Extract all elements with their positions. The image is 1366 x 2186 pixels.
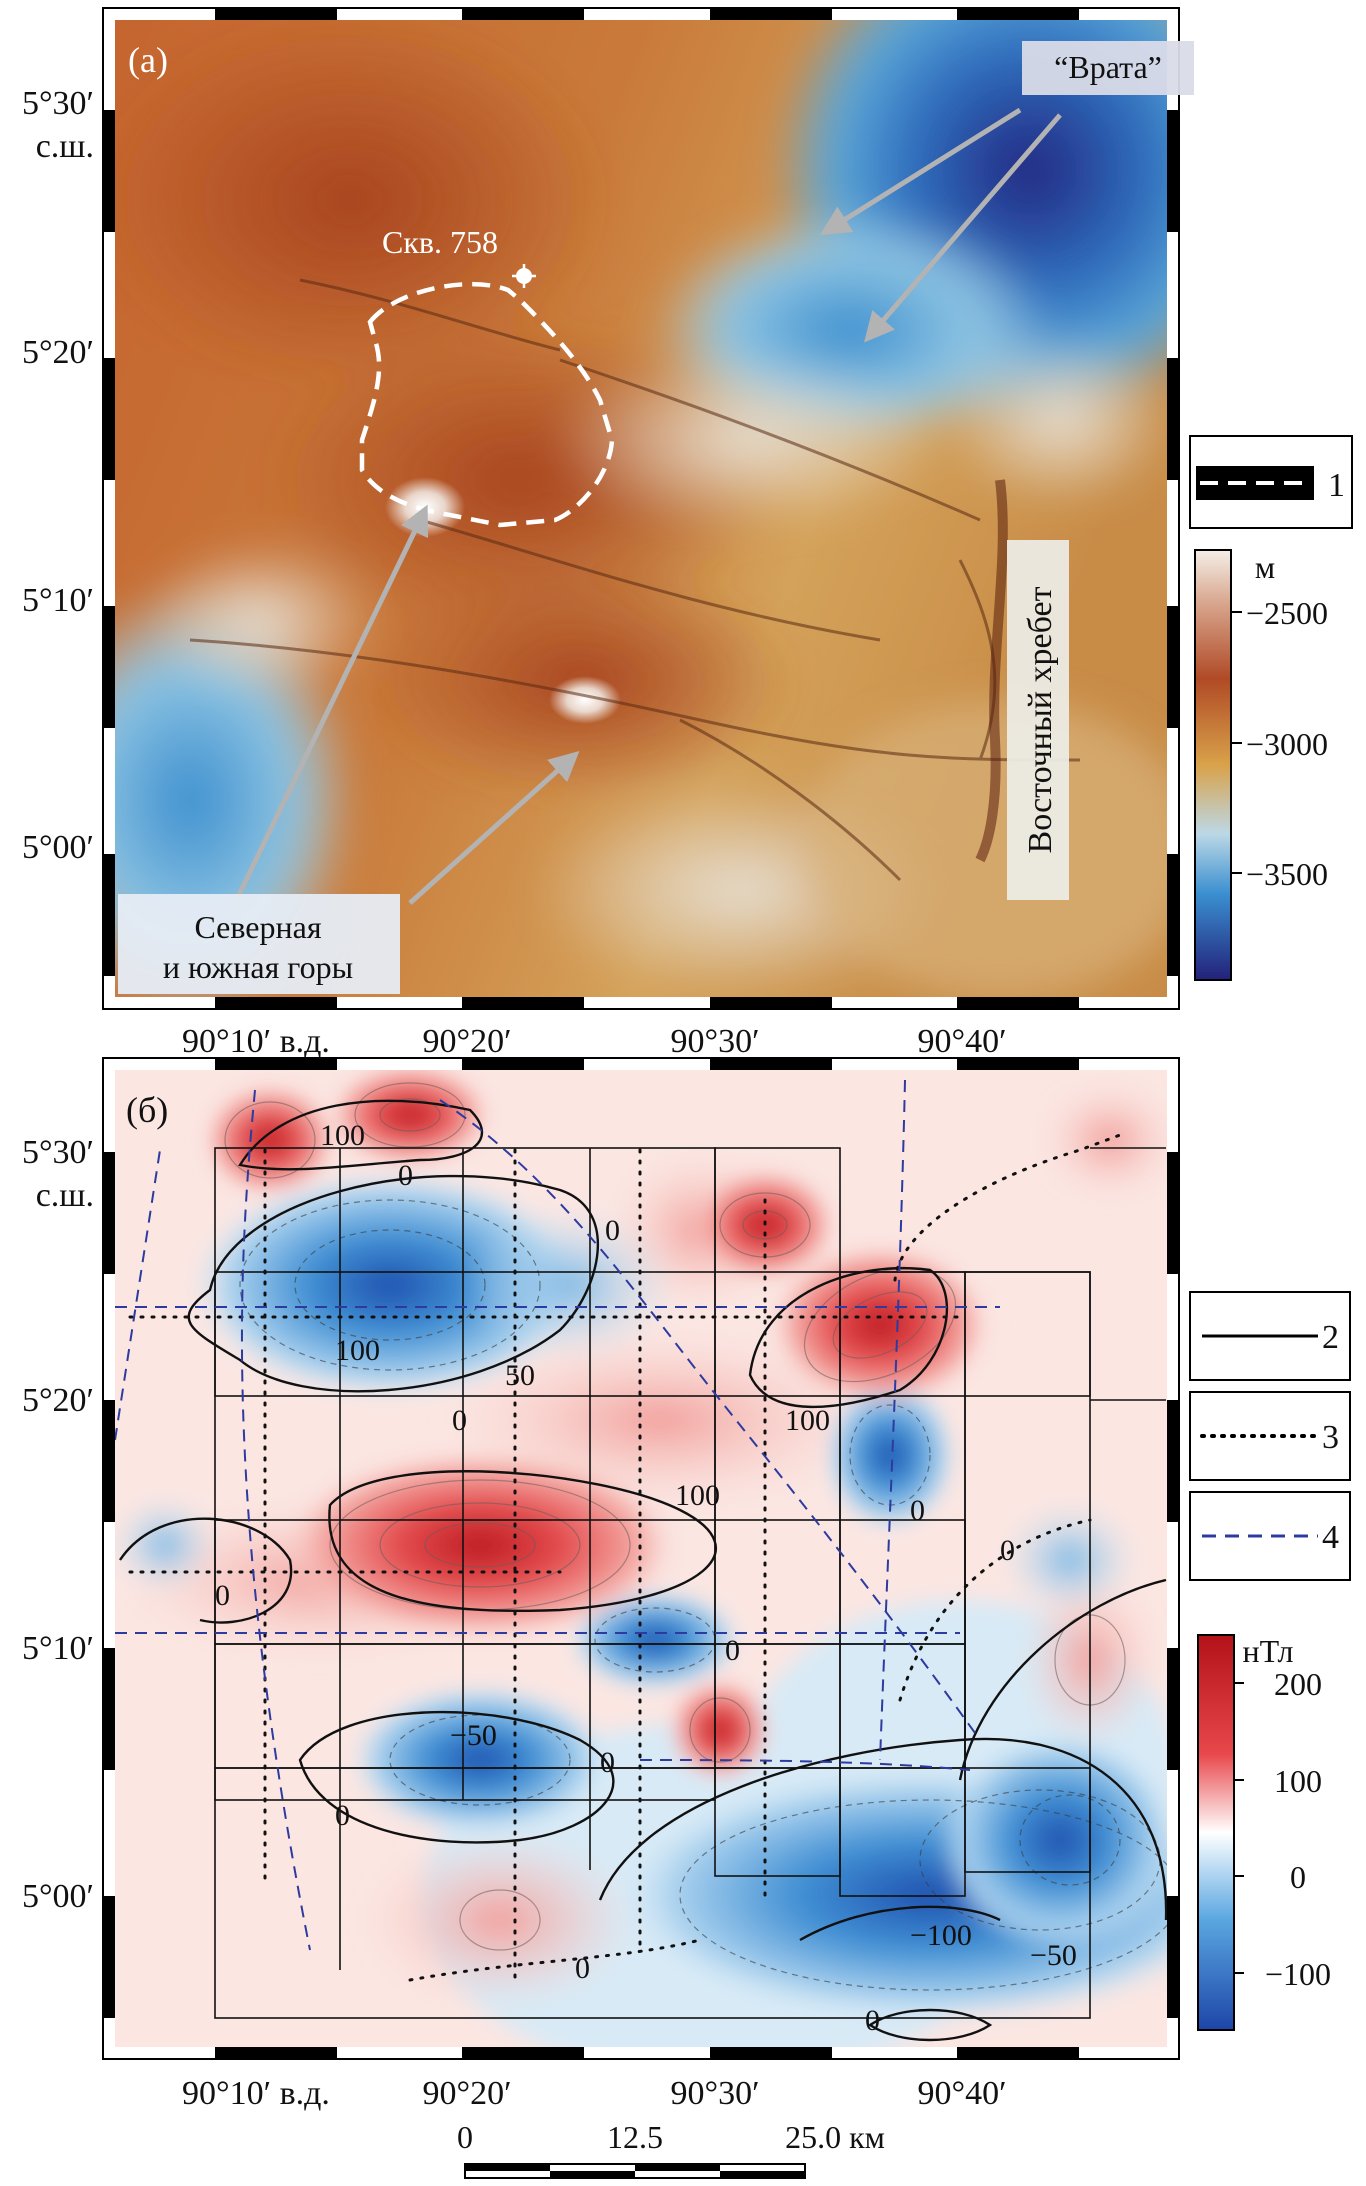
contour-label-17: 0 [575, 1952, 590, 1985]
contour-label-6: 100 [675, 1479, 720, 1512]
ridge-label: Восточный хребет [1022, 586, 1059, 853]
panel-b-label: (б) [126, 1090, 168, 1130]
scale-label-2: 25.0 км [785, 2119, 885, 2155]
colorbar-a-tick-1: −3000 [1246, 726, 1328, 762]
south-seamount [549, 676, 621, 724]
lon-label-a-3: 90°40′ [917, 1023, 1006, 1060]
survey-grid [214, 1147, 1166, 2019]
north-seamount [385, 477, 465, 537]
lon-label-b-2: 90°30′ [670, 2075, 759, 2112]
legend-item-4: 4 [1189, 1491, 1351, 1581]
contour-label-16: −50 [1030, 1939, 1077, 1972]
major-contours [119, 1099, 1167, 2042]
panel-a-lon-labels: 90°10′ в.д. 90°20′ 90°30′ 90°40′ [182, 1023, 1006, 1060]
contour-label-0: 100 [320, 1119, 365, 1152]
well-label: Скв. 758 [382, 224, 498, 260]
contour-label-3: 50 [505, 1359, 535, 1392]
contour-label-7: 0 [605, 1214, 620, 1247]
contour-label-4: 0 [452, 1404, 467, 1437]
panel-a-lat-labels: 5°30′ с.ш. 5°20′ 5°10′ 5°00′ [22, 85, 94, 866]
gates-label: “Врата” [1054, 49, 1162, 85]
contour-label-10: 0 [215, 1579, 230, 1612]
lat-label-a-3: 5°10′ [22, 582, 94, 619]
lat-label-b-0: 5°30′ [22, 1134, 94, 1171]
lon-label-a-2: 90°30′ [670, 1023, 759, 1060]
lat-label-b-3: 5°10′ [22, 1630, 94, 1667]
panel-a: “Врата” Скв. 758 Северная и южная горы В… [22, 7, 1353, 1060]
contour-labels: 100 0 100 50 0 100 100 0 0 0 0 0 −50 0 0… [215, 1119, 1077, 2037]
lat-label-a-2: 5°20′ [22, 334, 94, 371]
ridge-escarpment [975, 479, 1008, 863]
ridge-label-group: Восточный хребет [1007, 540, 1069, 900]
dotted-tracks [128, 1133, 1122, 1982]
contour-label-8: 0 [910, 1494, 925, 1527]
relief-lineations [189, 278, 1081, 882]
magnetic-anomaly-map [115, 1070, 1167, 2047]
panel-b: 100 0 100 50 0 100 100 0 0 0 0 0 −50 0 0… [22, 1057, 1351, 2112]
mountains-label-line1: Северная [194, 909, 321, 945]
bathymetry-map [115, 20, 1167, 997]
mountains-label-line2: и южная горы [163, 949, 353, 985]
lon-label-a-1: 90°20′ [422, 1023, 511, 1060]
colorbar-b: нТл 200 100 0 −100 [1197, 1633, 1331, 2031]
lon-label-a-0: 90°10′ в.д. [182, 1023, 330, 1060]
colorbar-b-tick-0: 200 [1274, 1666, 1322, 1702]
contour-label-15: −100 [910, 1919, 972, 1952]
lat-label-a-1: с.ш. [36, 128, 94, 165]
legend-item-2: 2 [1189, 1291, 1351, 1381]
contour-label-2: 100 [335, 1334, 380, 1367]
contour-label-12: −50 [450, 1719, 497, 1752]
colorbar-b-unit: нТл [1242, 1633, 1293, 1669]
colorbar-a: м −2500 −3000 −3500 [1194, 549, 1328, 981]
lon-label-b-1: 90°20′ [422, 2075, 511, 2112]
legend-item-2-label: 2 [1322, 1319, 1339, 1356]
colorbar-b-tick-1: 100 [1274, 1763, 1322, 1799]
scale-bar: 0 12.5 25.0 км [457, 2119, 885, 2179]
contour-label-1: 0 [398, 1159, 413, 1192]
contour-label-18: 0 [865, 2004, 880, 2037]
panel-b-lon-labels: 90°10′ в.д. 90°20′ 90°30′ 90°40′ [182, 2075, 1006, 2112]
survey-area-outline [359, 281, 615, 528]
panel-b-lat-labels: 5°30′ с.ш. 5°20′ 5°10′ 5°00′ [22, 1134, 94, 1915]
lat-label-b-2: 5°20′ [22, 1382, 94, 1419]
contour-label-13: 0 [600, 1746, 615, 1779]
panel-a-label: (а) [128, 40, 168, 80]
legend-item-1: 1 [1189, 435, 1353, 529]
contour-label-14: 0 [335, 1799, 350, 1832]
colorbar-b-tick-3: −100 [1265, 1956, 1331, 1992]
colorbar-b-tick-2: 0 [1290, 1859, 1306, 1895]
lat-label-b-1: с.ш. [36, 1177, 94, 1214]
mountains-label-box [118, 894, 400, 994]
legend-item-3-label: 3 [1322, 1419, 1339, 1456]
annotation-arrows [232, 107, 1062, 905]
colorbar-a-tick-2: −3500 [1246, 856, 1328, 892]
legend-item-3: 3 [1189, 1391, 1351, 1481]
lat-label-a-4: 5°00′ [22, 829, 94, 866]
lon-label-b-0: 90°10′ в.д. [182, 2075, 330, 2112]
gates-label-box [1022, 41, 1194, 95]
legend-item-1-label: 1 [1328, 467, 1345, 504]
colorbar-a-tick-0: −2500 [1246, 595, 1328, 631]
legend-item-4-label: 4 [1322, 1519, 1339, 1556]
blue-dashed-lines [115, 1079, 1000, 1951]
lat-label-a-0: 5°30′ [22, 85, 94, 122]
lon-label-b-3: 90°40′ [917, 2075, 1006, 2112]
scale-label-1: 12.5 [607, 2119, 663, 2155]
scale-label-0: 0 [457, 2119, 473, 2155]
well-marker [512, 264, 536, 288]
colorbar-a-unit: м [1255, 549, 1275, 585]
lat-label-b-4: 5°00′ [22, 1878, 94, 1915]
contour-label-5: 100 [785, 1404, 830, 1437]
contour-label-11: 0 [725, 1634, 740, 1667]
contour-label-9: 0 [1000, 1534, 1015, 1567]
